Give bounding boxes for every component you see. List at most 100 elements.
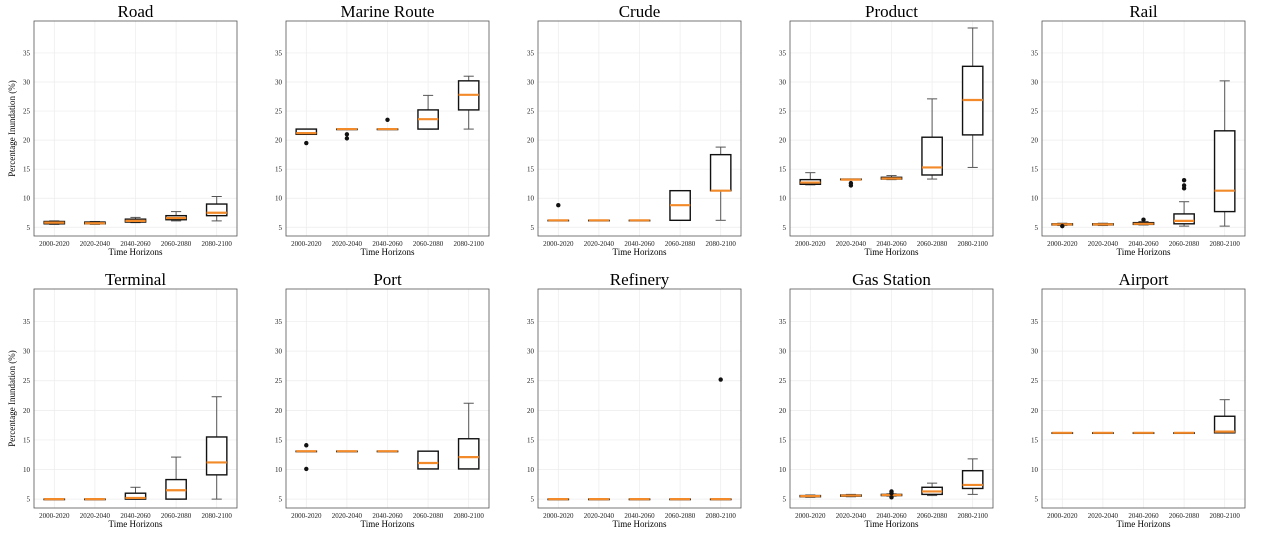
x-axis-label: Time Horizons xyxy=(613,247,667,257)
box-2000-2020 xyxy=(43,220,66,225)
box-2040-2060 xyxy=(880,489,903,500)
box-2060-2080 xyxy=(417,450,439,470)
y-tick-label: 15 xyxy=(275,436,283,444)
box-2000-2020 xyxy=(295,443,318,472)
x-tick-label: 2000-2020 xyxy=(39,512,70,520)
box-2060-2080 xyxy=(165,211,187,222)
x-tick-label: 2000-2020 xyxy=(543,240,574,248)
x-axis-label: Time Horizons xyxy=(109,519,163,529)
x-axis-label: Time Horizons xyxy=(109,247,163,257)
iqr-box xyxy=(709,153,732,192)
x-tick-label: 2020-2040 xyxy=(836,512,867,520)
y-axis-label: Percentage Inundation (%) xyxy=(7,80,17,176)
y-tick-label: 5 xyxy=(27,496,31,504)
outlier-point xyxy=(344,136,350,141)
x-tick-label: 2060-2080 xyxy=(665,240,696,248)
y-tick-label: 30 xyxy=(275,79,283,87)
box-2060-2080 xyxy=(921,98,943,180)
box-2000-2020 xyxy=(1051,222,1074,229)
x-tick-label: 2000-2020 xyxy=(1047,240,1078,248)
box-2040-2060 xyxy=(1132,431,1155,435)
x-tick-label: 2040-2060 xyxy=(876,240,907,248)
panel-title: Refinery xyxy=(610,270,670,289)
x-tick-label: 2060-2080 xyxy=(161,512,192,520)
outlier-point xyxy=(344,132,350,137)
x-tick-label: 2080-2100 xyxy=(706,240,737,248)
box-2060-2080 xyxy=(165,456,187,500)
x-tick-label: 2000-2020 xyxy=(543,512,574,520)
x-tick-label: 2060-2080 xyxy=(413,240,444,248)
x-tick-label: 2020-2040 xyxy=(332,240,363,248)
outlier-point xyxy=(385,117,390,122)
iqr-box xyxy=(205,203,228,217)
panel-title: Airport xyxy=(1118,270,1168,289)
x-tick-label: 2020-2040 xyxy=(80,240,111,248)
box-2060-2080 xyxy=(669,498,691,501)
x-tick-label: 2040-2060 xyxy=(1128,512,1159,520)
panel-title: Terminal xyxy=(105,270,166,289)
box-2040-2060 xyxy=(124,486,147,500)
panel-airport: 5 10 15 20 25 30 35 2000-2020 2020-2040 2040-2060… xyxy=(1031,270,1246,529)
y-tick-label: 35 xyxy=(23,318,31,326)
panel-title: Road xyxy=(118,2,154,21)
y-tick-label: 20 xyxy=(527,407,535,415)
y-tick-label: 5 xyxy=(27,224,31,232)
x-tick-label: 2000-2020 xyxy=(795,240,826,248)
outlier-point xyxy=(1181,178,1187,183)
box-2040-2060 xyxy=(628,498,651,501)
plot-frame xyxy=(789,20,994,237)
x-tick-label: 2080-2100 xyxy=(958,512,989,520)
box-2020-2040 xyxy=(1092,431,1114,435)
y-tick-label: 5 xyxy=(1035,224,1039,232)
box-2080-2100 xyxy=(1213,399,1236,434)
box-2020-2040 xyxy=(1092,222,1114,227)
iqr-box xyxy=(1213,415,1236,434)
y-tick-label: 25 xyxy=(779,108,787,116)
outlier-point xyxy=(304,140,309,146)
y-tick-label: 20 xyxy=(23,137,31,145)
panel-product: 5 10 15 20 25 30 35 2000-2020 2020-2040 2040-2060… xyxy=(779,2,994,257)
y-tick-label: 35 xyxy=(1031,49,1039,57)
x-tick-label: 2080-2100 xyxy=(1210,240,1241,248)
x-axis-label: Time Horizons xyxy=(1117,247,1171,257)
y-tick-label: 20 xyxy=(779,137,787,145)
plot-frame xyxy=(285,288,490,509)
box-2080-2100 xyxy=(205,195,228,222)
y-tick-label: 35 xyxy=(1031,318,1039,326)
iqr-box xyxy=(417,450,439,470)
y-tick-label: 25 xyxy=(275,108,283,116)
y-tick-label: 5 xyxy=(279,224,283,232)
x-axis-label: Time Horizons xyxy=(361,247,415,257)
x-tick-label: 2000-2020 xyxy=(291,240,322,248)
y-tick-label: 15 xyxy=(23,436,31,444)
y-tick-label: 10 xyxy=(275,466,283,474)
y-tick-label: 35 xyxy=(527,318,535,326)
outlier-point xyxy=(1181,183,1187,188)
box-2080-2100 xyxy=(961,458,984,495)
y-tick-label: 10 xyxy=(275,195,283,203)
x-tick-label: 2060-2080 xyxy=(161,240,192,248)
box-2020-2040 xyxy=(588,498,610,501)
y-tick-label: 5 xyxy=(531,224,535,232)
y-tick-label: 25 xyxy=(1031,377,1039,385)
y-tick-label: 30 xyxy=(23,79,31,87)
box-2000-2020 xyxy=(547,498,570,501)
y-tick-label: 25 xyxy=(779,377,787,385)
plot-frame xyxy=(537,288,742,509)
x-tick-label: 2000-2020 xyxy=(795,512,826,520)
box-2080-2100 xyxy=(709,377,732,501)
x-tick-label: 2040-2060 xyxy=(120,240,151,248)
x-tick-label: 2020-2040 xyxy=(80,512,111,520)
y-tick-label: 10 xyxy=(527,195,535,203)
x-tick-label: 2060-2080 xyxy=(413,512,444,520)
y-tick-label: 35 xyxy=(275,49,283,57)
y-tick-label: 10 xyxy=(779,195,787,203)
y-tick-label: 20 xyxy=(275,137,283,145)
y-tick-label: 5 xyxy=(1035,496,1039,504)
x-tick-label: 2040-2060 xyxy=(372,512,403,520)
y-tick-label: 15 xyxy=(527,166,535,174)
outlier-point xyxy=(889,489,894,494)
y-tick-label: 30 xyxy=(275,348,283,356)
panel-road: 5 10 15 20 25 30 35 2000-2020 2020-2040 2040-2060… xyxy=(7,2,238,257)
